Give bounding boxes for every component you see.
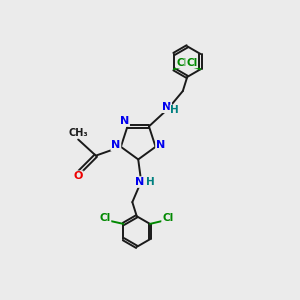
Text: N: N (135, 177, 144, 187)
Text: N: N (156, 140, 165, 150)
Text: O: O (74, 171, 83, 181)
Text: Cl: Cl (99, 213, 111, 223)
Text: N: N (111, 140, 121, 150)
Text: Cl: Cl (162, 213, 173, 223)
Text: Cl: Cl (176, 58, 188, 68)
Text: H: H (146, 176, 154, 187)
Text: Cl: Cl (186, 58, 197, 68)
Text: N: N (120, 116, 129, 126)
Text: H: H (170, 105, 179, 115)
Text: N: N (162, 102, 171, 112)
Text: CH₃: CH₃ (68, 128, 88, 138)
